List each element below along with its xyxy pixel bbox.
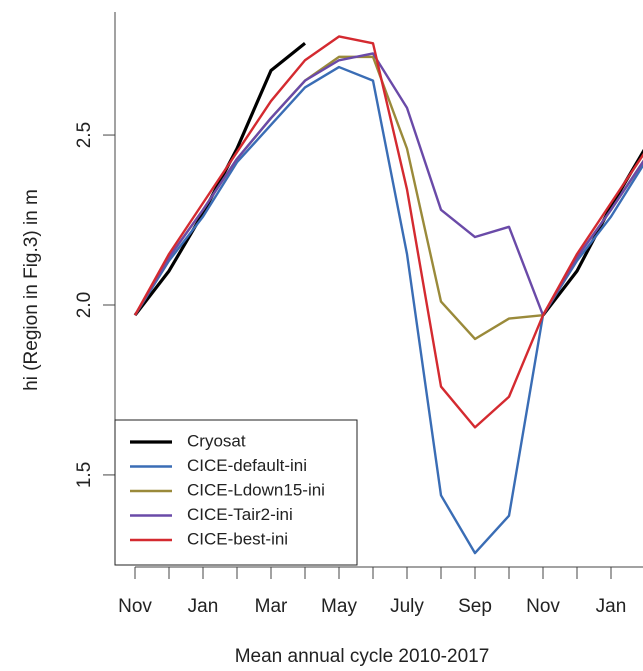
legend-label: CICE-best-ini	[187, 529, 288, 548]
y-tick-label: 2.5	[74, 122, 95, 148]
legend-label: Cryosat	[187, 431, 246, 450]
legend-label: CICE-default-ini	[187, 456, 307, 475]
legend-label: CICE-Ldown15-ini	[187, 480, 325, 499]
x-tick-label: Sep	[458, 596, 492, 617]
x-tick-label: Nov	[118, 596, 152, 617]
x-tick-label: May	[321, 596, 357, 617]
x-tick-label: Jan	[188, 596, 219, 617]
legend-label: CICE-Tair2-ini	[187, 505, 293, 524]
x-tick-label: Jan	[596, 596, 627, 617]
y-tick-label: 2.0	[74, 292, 95, 318]
series-line	[133, 52, 643, 317]
x-tick-label: Nov	[526, 596, 560, 617]
x-tick-label: Mar	[255, 596, 288, 617]
y-axis-label: hi (Region in Fig.3) in m	[21, 189, 42, 391]
y-tick-label: 1.5	[74, 462, 95, 488]
series-line	[133, 35, 643, 429]
x-tick-label: July	[390, 596, 424, 617]
x-axis-label: Mean annual cycle 2010-2017	[235, 646, 490, 667]
